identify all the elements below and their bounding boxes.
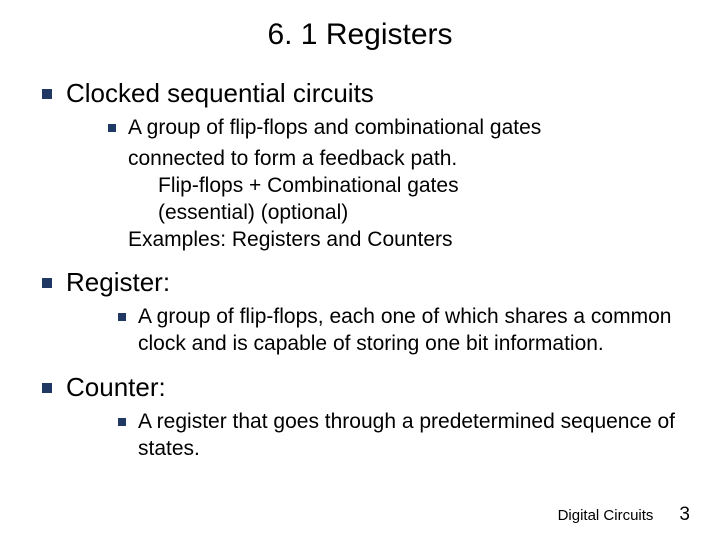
square-bullet-icon [42,383,52,393]
section-register: Register: [30,267,690,298]
sub-item: A register that goes through a predeterm… [118,409,690,463]
body-text: Examples: Registers and Counters [128,227,690,254]
section-counter: Counter: [30,372,690,403]
page-number: 3 [679,504,690,526]
square-bullet-icon [118,313,126,321]
body-text: A group of flip-flops, each one of which… [138,304,690,358]
slide-container: 6. 1 Registers Clocked sequential circui… [0,0,720,463]
square-bullet-icon [42,278,52,288]
body-text: Flip-flops + Combinational gates [158,173,690,200]
square-bullet-icon [108,124,116,132]
sub-item: A group of flip-flops and combinational … [108,115,690,142]
section-heading: Clocked sequential circuits [66,78,374,109]
section-heading: Counter: [66,372,166,403]
footer-label: Digital Circuits [558,507,654,524]
body-text: connected to form a feedback path. [128,146,690,173]
slide-title: 6. 1 Registers [30,18,690,52]
square-bullet-icon [42,89,52,99]
sub-item: A group of flip-flops, each one of which… [118,304,690,358]
footer: Digital Circuits 3 [558,504,690,526]
square-bullet-icon [118,418,126,426]
body-text: (essential) (optional) [158,200,690,227]
section-heading: Register: [66,267,170,298]
body-text: A register that goes through a predeterm… [138,409,690,463]
section-clocked: Clocked sequential circuits [30,78,690,109]
body-text: A group of flip-flops and combinational … [128,115,541,142]
